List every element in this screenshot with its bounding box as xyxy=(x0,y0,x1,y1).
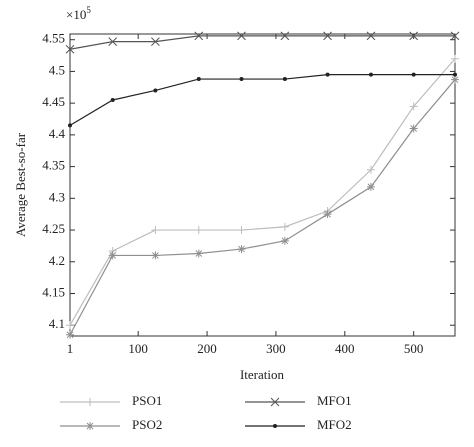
marker xyxy=(409,124,418,133)
y-tick-label: 4.2 xyxy=(49,253,65,268)
y-tick-label: 4.5 xyxy=(49,62,65,77)
marker xyxy=(409,102,418,111)
marker xyxy=(280,236,289,245)
marker xyxy=(368,72,373,77)
legend-label: MFO1 xyxy=(317,393,352,408)
marker xyxy=(366,182,375,191)
y-multiplier: ×105 xyxy=(66,5,91,22)
marker xyxy=(151,251,160,260)
x-tick-label: 500 xyxy=(404,341,424,356)
legend-label: MFO2 xyxy=(317,417,352,432)
legend-marker xyxy=(86,422,94,430)
legend-label: PSO2 xyxy=(132,417,162,432)
y-tick-label: 4.4 xyxy=(49,126,66,141)
marker xyxy=(453,72,458,77)
marker xyxy=(153,88,158,93)
marker xyxy=(66,321,74,330)
marker xyxy=(280,31,290,41)
marker xyxy=(108,251,117,260)
series-line xyxy=(69,79,456,336)
marker xyxy=(66,330,74,339)
marker xyxy=(323,210,332,219)
marker xyxy=(239,77,244,81)
marker xyxy=(196,77,201,81)
y-tick-label: 4.45 xyxy=(42,94,65,109)
y-tick-label: 4.25 xyxy=(42,221,65,236)
marker xyxy=(411,72,416,77)
x-tick-label: 200 xyxy=(197,341,217,356)
marker xyxy=(151,37,160,46)
y-tick-label: 4.3 xyxy=(49,189,65,204)
marker xyxy=(194,249,203,258)
legend-label: PSO1 xyxy=(132,393,162,408)
marker xyxy=(366,165,375,174)
series-line xyxy=(69,35,455,50)
marker xyxy=(450,31,460,41)
marker xyxy=(237,31,246,41)
marker xyxy=(282,77,287,81)
marker xyxy=(194,31,204,41)
marker xyxy=(68,123,73,128)
marker xyxy=(151,226,160,235)
y-tick-label: 4.35 xyxy=(42,158,65,173)
marker xyxy=(110,98,115,102)
marker xyxy=(237,226,246,235)
plot-frame xyxy=(69,33,456,337)
marker xyxy=(366,31,376,41)
series-line xyxy=(69,74,455,126)
marker xyxy=(280,222,289,231)
legend-marker xyxy=(273,424,278,428)
marker xyxy=(65,44,75,54)
y-axis-label: Average Best-so-far xyxy=(13,132,28,237)
x-tick-label: 1 xyxy=(67,341,74,356)
marker xyxy=(409,31,419,41)
y-tick-label: 4.15 xyxy=(42,284,65,299)
marker xyxy=(237,245,246,254)
marker xyxy=(108,37,118,46)
marker xyxy=(194,226,203,235)
marker xyxy=(323,31,332,41)
y-tick-label: 4.55 xyxy=(42,31,65,46)
series-line xyxy=(69,58,456,326)
legend-marker xyxy=(270,397,280,407)
marker xyxy=(325,72,330,77)
marker xyxy=(451,54,459,63)
legend-marker xyxy=(86,398,94,406)
marker xyxy=(451,75,459,84)
x-tick-label: 400 xyxy=(335,341,355,356)
x-axis-label: Iteration xyxy=(240,367,285,382)
x-tick-label: 300 xyxy=(266,341,286,356)
y-tick-label: 4.1 xyxy=(49,316,65,331)
x-tick-label: 100 xyxy=(128,341,148,356)
